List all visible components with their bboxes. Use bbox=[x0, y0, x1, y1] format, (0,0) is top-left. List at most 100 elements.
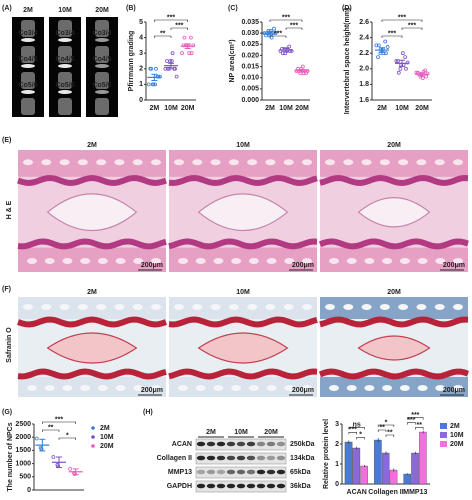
marrow bbox=[77, 159, 88, 166]
point bbox=[280, 51, 285, 56]
endplate bbox=[168, 368, 318, 380]
column-label: 2M bbox=[23, 7, 33, 14]
marrow bbox=[59, 159, 70, 166]
level-label: Co5/6 bbox=[18, 82, 37, 89]
blot-band bbox=[206, 469, 216, 475]
protein-label: Collagen II bbox=[157, 455, 192, 462]
point bbox=[158, 74, 162, 79]
marrow bbox=[151, 159, 161, 166]
significance-bracket bbox=[42, 421, 76, 424]
marrow bbox=[174, 304, 184, 310]
marrow bbox=[302, 385, 312, 391]
legend-label: 2M bbox=[450, 423, 460, 430]
marrow bbox=[174, 159, 184, 166]
y-tick-label: 2 bbox=[139, 66, 143, 73]
column-label: 10M bbox=[236, 289, 250, 296]
y-tick-label: 2.0 bbox=[359, 66, 369, 73]
size-label: 250kDa bbox=[290, 441, 315, 448]
bar bbox=[374, 439, 382, 485]
vertebra bbox=[21, 72, 35, 89]
level-label: Co3/4 bbox=[92, 30, 111, 37]
legend-label: 20M bbox=[450, 441, 464, 448]
legend-swatch bbox=[440, 441, 447, 447]
disc bbox=[95, 90, 109, 94]
disc bbox=[21, 64, 35, 68]
column-label: 2M bbox=[87, 142, 97, 149]
marrow bbox=[453, 304, 463, 310]
significance-bracket bbox=[377, 429, 387, 432]
point bbox=[189, 51, 194, 56]
point bbox=[51, 455, 56, 459]
endplate bbox=[17, 368, 167, 380]
point bbox=[269, 35, 274, 40]
point bbox=[165, 66, 170, 71]
significance-bracket bbox=[356, 437, 365, 440]
bar bbox=[403, 473, 411, 485]
y-tick-label: 2500 bbox=[15, 421, 31, 428]
point bbox=[146, 82, 151, 87]
point bbox=[394, 59, 399, 63]
y-tick-label: 0.025 bbox=[241, 41, 259, 48]
nucleus-pulposus bbox=[197, 193, 289, 231]
significance-bracket bbox=[269, 19, 303, 22]
marrow bbox=[302, 258, 312, 265]
level-label: Co4/5 bbox=[18, 56, 37, 63]
panel-letter: (C) bbox=[228, 5, 238, 12]
significance-label: *** bbox=[55, 416, 63, 423]
marrow bbox=[434, 304, 445, 310]
point bbox=[385, 45, 390, 49]
marrow bbox=[192, 159, 203, 166]
marrow bbox=[213, 258, 224, 265]
marrow bbox=[151, 385, 161, 391]
y-axis-label: NP area(cm²) bbox=[229, 39, 236, 82]
scale-label: 200μm bbox=[292, 262, 314, 269]
legend-label: 10M bbox=[100, 434, 114, 441]
significance-bracket bbox=[154, 19, 188, 22]
nucleus-pulposus bbox=[46, 193, 138, 231]
bone bbox=[18, 150, 166, 177]
marrow bbox=[27, 258, 37, 265]
blot-band bbox=[216, 441, 226, 447]
blot-band bbox=[236, 469, 246, 475]
blot-band bbox=[256, 455, 266, 461]
point bbox=[376, 55, 380, 59]
significance-label: *** bbox=[407, 417, 415, 424]
scale-label: 200μm bbox=[292, 387, 314, 394]
marrow bbox=[247, 159, 258, 166]
marrow bbox=[96, 304, 107, 310]
blot-band bbox=[206, 441, 216, 447]
y-tick-label: 5 bbox=[139, 19, 143, 26]
significance-bracket bbox=[407, 422, 416, 425]
lane-label: 20M bbox=[264, 429, 278, 436]
panel-letter: (E) bbox=[2, 137, 11, 144]
point bbox=[170, 51, 175, 56]
significance-label: *** bbox=[398, 14, 406, 21]
point bbox=[180, 51, 184, 56]
marrow bbox=[210, 304, 221, 310]
level-label: Co5/6 bbox=[55, 82, 74, 89]
significance-label: *** bbox=[388, 30, 396, 37]
bar bbox=[389, 469, 398, 485]
marrow bbox=[248, 385, 259, 391]
y-tick-label: 500 bbox=[19, 474, 31, 481]
marrow bbox=[41, 304, 52, 310]
point bbox=[398, 66, 403, 71]
marrow bbox=[416, 159, 427, 166]
blot-band bbox=[266, 483, 276, 489]
level-label: Co5/6 bbox=[92, 82, 111, 89]
marrow bbox=[62, 385, 73, 391]
marrow bbox=[284, 258, 295, 265]
legend-marker bbox=[91, 435, 95, 439]
panel-letter: (D) bbox=[342, 5, 352, 12]
y-axis-label: Relative protein level bbox=[323, 419, 330, 489]
y-tick-label: 2.4 bbox=[359, 34, 369, 41]
disc bbox=[95, 64, 109, 68]
point bbox=[163, 66, 168, 71]
marrow bbox=[114, 304, 125, 310]
x-tick-label: 2M bbox=[149, 105, 159, 112]
y-tick-label: 0 bbox=[139, 97, 143, 104]
point bbox=[376, 43, 381, 48]
y-tick-label: 0.030 bbox=[241, 30, 259, 37]
y-tick-label: 1000 bbox=[15, 460, 31, 467]
